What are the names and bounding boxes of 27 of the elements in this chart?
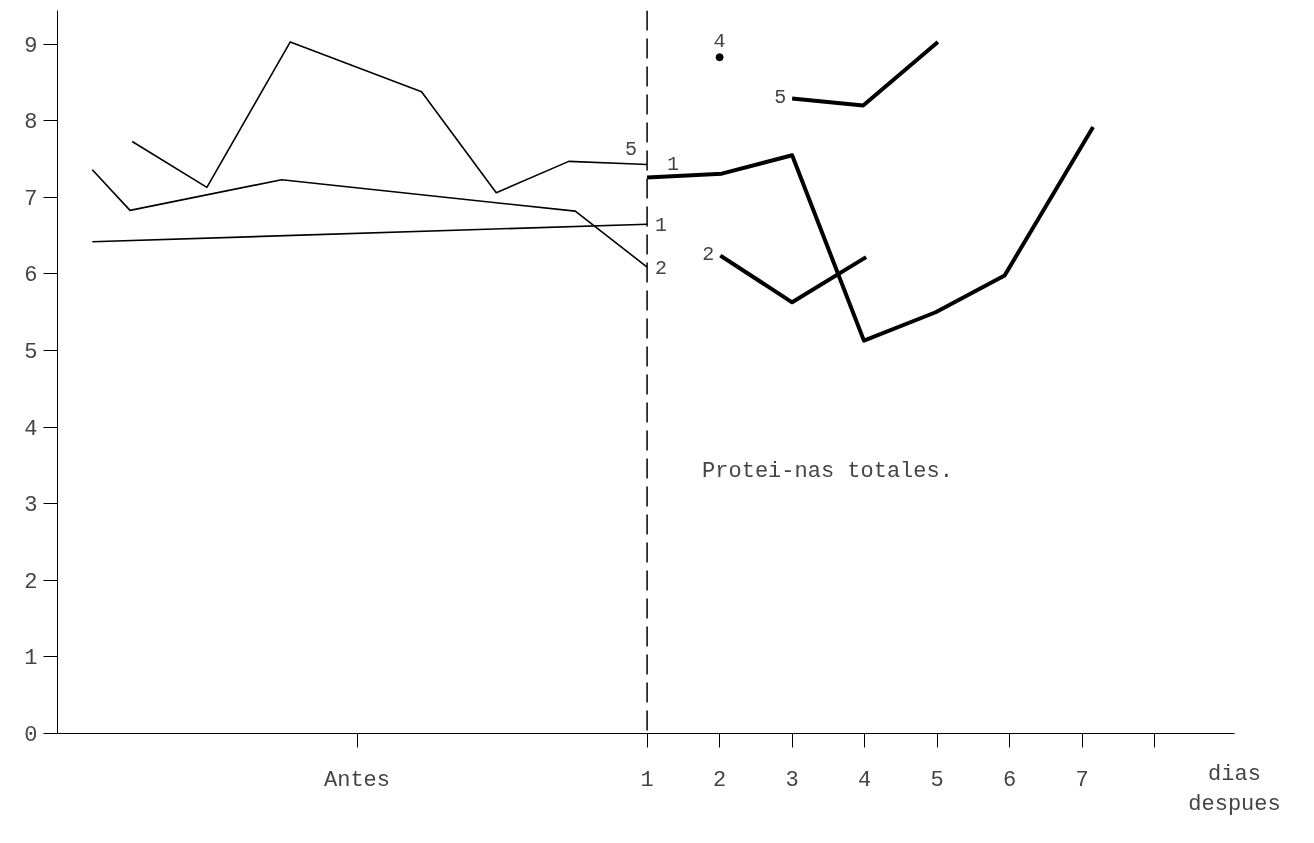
series-label: 2 — [655, 256, 668, 280]
series-label: 2 — [702, 243, 715, 267]
series-label: 5 — [774, 86, 787, 110]
series-label: 5 — [625, 137, 638, 161]
x-tick-label: 5 — [930, 767, 944, 793]
x-tick-label: Antes — [324, 767, 391, 793]
y-tick-label: 8 — [24, 110, 38, 136]
x-tick-label: 3 — [785, 767, 799, 793]
y-tick-label: 3 — [24, 493, 38, 519]
series-label: 1 — [667, 152, 680, 176]
y-tick-label: 2 — [24, 569, 38, 595]
y-tick-label: 9 — [24, 33, 38, 59]
y-tick-label: 5 — [24, 340, 38, 366]
x-tick-label: 6 — [1003, 767, 1017, 793]
x-tick-label: 7 — [1075, 767, 1089, 793]
y-tick-label: 7 — [24, 186, 38, 212]
series-label: 4 — [713, 30, 726, 54]
x-tick-label: 2 — [713, 767, 727, 793]
text: Protei-nas totales. — [702, 458, 953, 484]
y-tick-label: 4 — [24, 416, 38, 442]
y-tick-label: 0 — [24, 723, 38, 748]
x-axis-title: dias despues — [1188, 761, 1281, 817]
y-tick-label: 1 — [24, 646, 38, 672]
y-tick-label: 6 — [24, 263, 38, 289]
x-tick-label: 1 — [640, 767, 654, 793]
x-tick-label: 4 — [858, 767, 872, 793]
series-label: 1 — [655, 213, 668, 237]
